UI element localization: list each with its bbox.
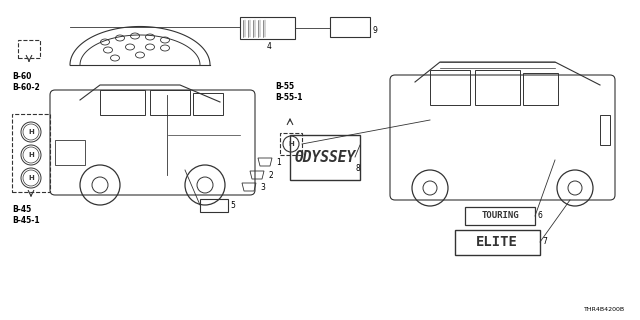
Bar [12,114,50,192]
Text: TOURING: TOURING [481,212,519,220]
Text: H: H [28,129,34,135]
Text: 9: 9 [372,26,377,35]
Bar [290,135,360,180]
Text: B-55
B-55-1: B-55 B-55-1 [275,82,303,102]
Bar [330,17,370,37]
Bar [455,230,540,255]
Text: 5: 5 [230,201,235,210]
Text: B-60
B-60-2: B-60 B-60-2 [12,72,40,92]
Text: H: H [28,152,34,158]
Text: 8: 8 [355,164,360,172]
Bar [240,17,295,39]
Bar [280,133,302,155]
Bar [465,207,535,225]
Bar [523,73,558,105]
Text: THR4B4200B: THR4B4200B [584,307,625,312]
Text: 4: 4 [267,42,272,51]
Text: 2: 2 [268,171,273,180]
Bar [430,70,470,105]
Text: 1: 1 [276,157,281,166]
Text: 3: 3 [260,182,265,191]
Text: 6: 6 [537,212,542,220]
Bar [18,40,40,58]
Text: B-45
B-45-1: B-45 B-45-1 [12,205,40,225]
Bar [193,93,223,115]
Bar [55,140,85,165]
Bar [100,90,145,115]
Bar [600,115,610,145]
Bar [475,70,520,105]
Bar [150,90,190,115]
Bar [200,199,228,212]
Text: H: H [288,141,294,147]
Text: ELITE: ELITE [476,235,518,249]
Text: ODYSSEY: ODYSSEY [294,149,356,164]
Text: H: H [28,175,34,181]
Text: 7: 7 [542,237,547,246]
